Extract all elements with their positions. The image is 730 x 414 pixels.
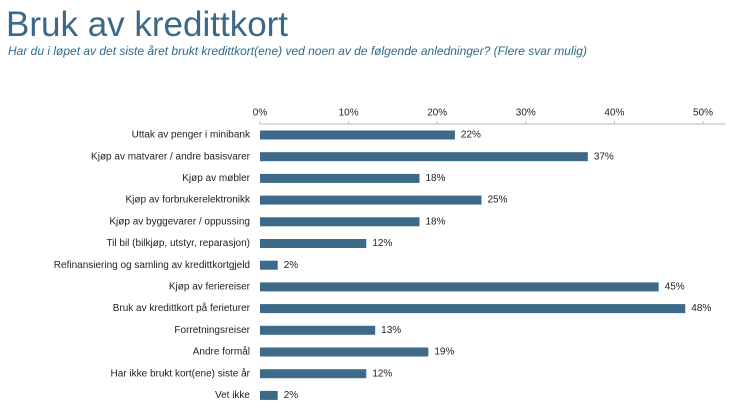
x-tick-label: 20% <box>427 108 447 119</box>
x-tick-label: 10% <box>339 108 359 119</box>
category-label: Kjøp av matvarer / andre basisvarer <box>91 151 251 162</box>
category-label: Uttak av penger i minibank <box>132 130 251 141</box>
category-label: Til bil (bilkjøp, utstyr, reparasjon) <box>106 238 250 249</box>
bar <box>260 152 588 162</box>
category-label: Forretningsreiser <box>174 325 250 336</box>
bar <box>260 195 482 205</box>
category-label: Kjøp av møbler <box>182 173 250 184</box>
category-label: Refinansiering og samling av kredittkort… <box>54 260 250 271</box>
bar <box>260 239 367 248</box>
category-label: Vet ikke <box>215 390 250 401</box>
value-label: 18% <box>425 216 445 227</box>
x-tick-label: 50% <box>693 108 713 119</box>
bar <box>260 369 367 379</box>
value-label: 2% <box>284 390 299 401</box>
value-label: 25% <box>488 195 508 206</box>
chart-title: Bruk av kredittkort <box>6 5 288 44</box>
bar <box>260 304 686 314</box>
bar <box>260 217 420 227</box>
x-tick-label: 30% <box>516 108 536 119</box>
x-tick-label: 0% <box>253 108 268 119</box>
category-label: Kjøp av feriereiser <box>169 282 251 293</box>
category-label: Andre formål <box>193 346 250 358</box>
bar <box>260 173 420 183</box>
value-label: 22% <box>461 130 481 141</box>
bar <box>260 390 278 400</box>
bar <box>260 347 429 357</box>
value-label: 13% <box>381 325 401 336</box>
bar <box>260 130 455 140</box>
value-label: 12% <box>372 238 392 249</box>
category-label: Har ikke brukt kort(ene) siste år <box>111 367 251 379</box>
category-label: Bruk av kredittkort på ferieturer <box>113 302 251 314</box>
value-label: 12% <box>372 368 392 379</box>
value-label: 37% <box>594 151 614 162</box>
value-label: 19% <box>434 347 454 358</box>
chart-subtitle: Har du i løpet av det siste året brukt k… <box>8 44 587 58</box>
value-label: 48% <box>691 303 711 314</box>
x-tick-label: 40% <box>604 108 624 119</box>
bar <box>260 325 376 335</box>
value-label: 2% <box>284 260 299 271</box>
value-label: 18% <box>425 173 445 184</box>
category-label: Kjøp av forbrukerelektronikk <box>126 195 251 206</box>
bar <box>260 282 659 292</box>
category-label: Kjøp av byggevarer / oppussing <box>109 216 250 227</box>
value-label: 45% <box>665 282 685 293</box>
bar <box>260 260 278 270</box>
